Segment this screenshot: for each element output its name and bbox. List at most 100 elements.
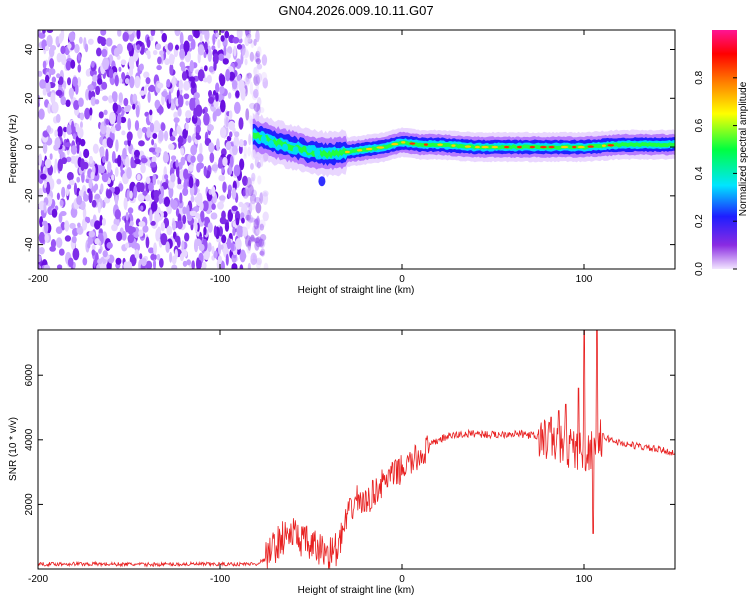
- noise-blob: [135, 104, 140, 118]
- noise-blob: [154, 99, 161, 109]
- noise-blob: [78, 97, 84, 107]
- noise-blob: [126, 167, 132, 179]
- noise-blob: [171, 264, 178, 269]
- noise-blob: [121, 130, 126, 136]
- noise-blob: [161, 32, 167, 43]
- noise-blob: [76, 141, 80, 154]
- noise-blob: [109, 111, 116, 125]
- track-peak: [344, 150, 350, 154]
- noise-blob: [71, 120, 75, 132]
- noise-blob: [215, 32, 220, 38]
- track-peak: [601, 144, 606, 147]
- noise-blob: [251, 90, 258, 101]
- colorbar-ticks: 0.0 0.2 0.4 0.6 0.8: [694, 70, 737, 276]
- noise-blob: [207, 124, 214, 132]
- noise-blob: [181, 240, 185, 251]
- track-peak: [548, 145, 555, 149]
- noise-blob: [87, 38, 94, 45]
- noise-blob: [39, 216, 44, 228]
- noise-blob: [206, 74, 212, 84]
- noise-blob: [49, 153, 53, 160]
- noise-blob: [179, 253, 185, 262]
- y-tick-label: 6000: [24, 364, 35, 387]
- noise-blob: [183, 168, 189, 180]
- noise-blob: [248, 236, 256, 243]
- track-peak: [587, 145, 594, 148]
- noise-blob: [196, 257, 200, 269]
- noise-blob: [136, 44, 141, 51]
- noise-blob: [236, 30, 243, 40]
- noise-blob: [151, 139, 155, 146]
- noise-blob: [163, 130, 169, 142]
- noise-blob: [94, 237, 100, 245]
- noise-blob: [223, 45, 227, 56]
- noise-blob: [250, 200, 256, 211]
- track-blob: [292, 146, 299, 155]
- noise-blob: [242, 188, 250, 199]
- noise-blob: [199, 201, 204, 211]
- noise-blob: [231, 205, 238, 212]
- noise-blob: [255, 83, 259, 92]
- noise-blob: [114, 195, 118, 207]
- noise-blob: [219, 175, 225, 181]
- noise-blob: [137, 127, 143, 139]
- noise-blob: [144, 194, 151, 202]
- noise-blob: [210, 212, 218, 220]
- noise-blob: [232, 36, 240, 44]
- track-peak: [357, 149, 363, 152]
- noise-blob: [236, 225, 243, 238]
- noise-blob: [224, 222, 230, 232]
- noise-blob: [244, 208, 248, 219]
- noise-blob: [66, 184, 72, 190]
- noise-blob: [55, 89, 63, 97]
- noise-blob: [129, 220, 134, 227]
- noise-blob: [68, 87, 75, 98]
- noise-blob: [225, 253, 229, 266]
- noise-blob: [203, 65, 208, 72]
- noise-blob: [98, 248, 102, 254]
- noise-blob: [83, 148, 90, 159]
- noise-blob: [241, 47, 249, 59]
- noise-blob: [88, 190, 93, 204]
- noise-blob: [98, 111, 104, 119]
- noise-blob: [170, 54, 176, 62]
- noise-blob: [180, 64, 186, 72]
- noise-blob: [122, 31, 130, 42]
- noise-blob: [260, 71, 268, 82]
- noise-blob: [243, 153, 247, 160]
- noise-blob: [233, 135, 240, 149]
- noise-blob: [226, 46, 233, 55]
- noise-blob: [202, 108, 206, 114]
- snr-x-label: Height of straight line (km): [298, 585, 415, 596]
- noise-blob: [165, 241, 170, 253]
- noise-blob: [80, 158, 85, 171]
- noise-blob: [173, 117, 180, 123]
- x-tick-label: 0: [399, 274, 405, 285]
- noise-blob: [164, 58, 170, 66]
- noise-blob: [118, 92, 123, 103]
- noise-blob: [107, 161, 112, 174]
- noise-blob: [117, 30, 122, 37]
- noise-blob: [195, 134, 202, 140]
- noise-blob: [220, 30, 225, 34]
- noise-blob: [132, 103, 136, 110]
- noise-blob: [204, 41, 208, 52]
- noise-blob: [72, 76, 78, 87]
- noise-blob: [256, 215, 260, 229]
- noise-blob: [48, 68, 56, 76]
- noise-blob: [189, 210, 197, 217]
- noise-blob: [102, 95, 109, 102]
- noise-blob: [162, 211, 168, 218]
- noise-blob: [251, 172, 256, 182]
- noise-blob: [70, 207, 78, 218]
- noise-blob: [190, 38, 196, 50]
- noise-blob: [153, 258, 157, 269]
- noise-blob: [207, 222, 213, 233]
- noise-blob: [71, 235, 77, 244]
- noise-blob: [199, 142, 203, 156]
- noise-blob: [127, 118, 132, 131]
- noise-blob: [191, 260, 195, 269]
- noise-blob: [102, 57, 110, 70]
- noise-blob: [54, 129, 58, 138]
